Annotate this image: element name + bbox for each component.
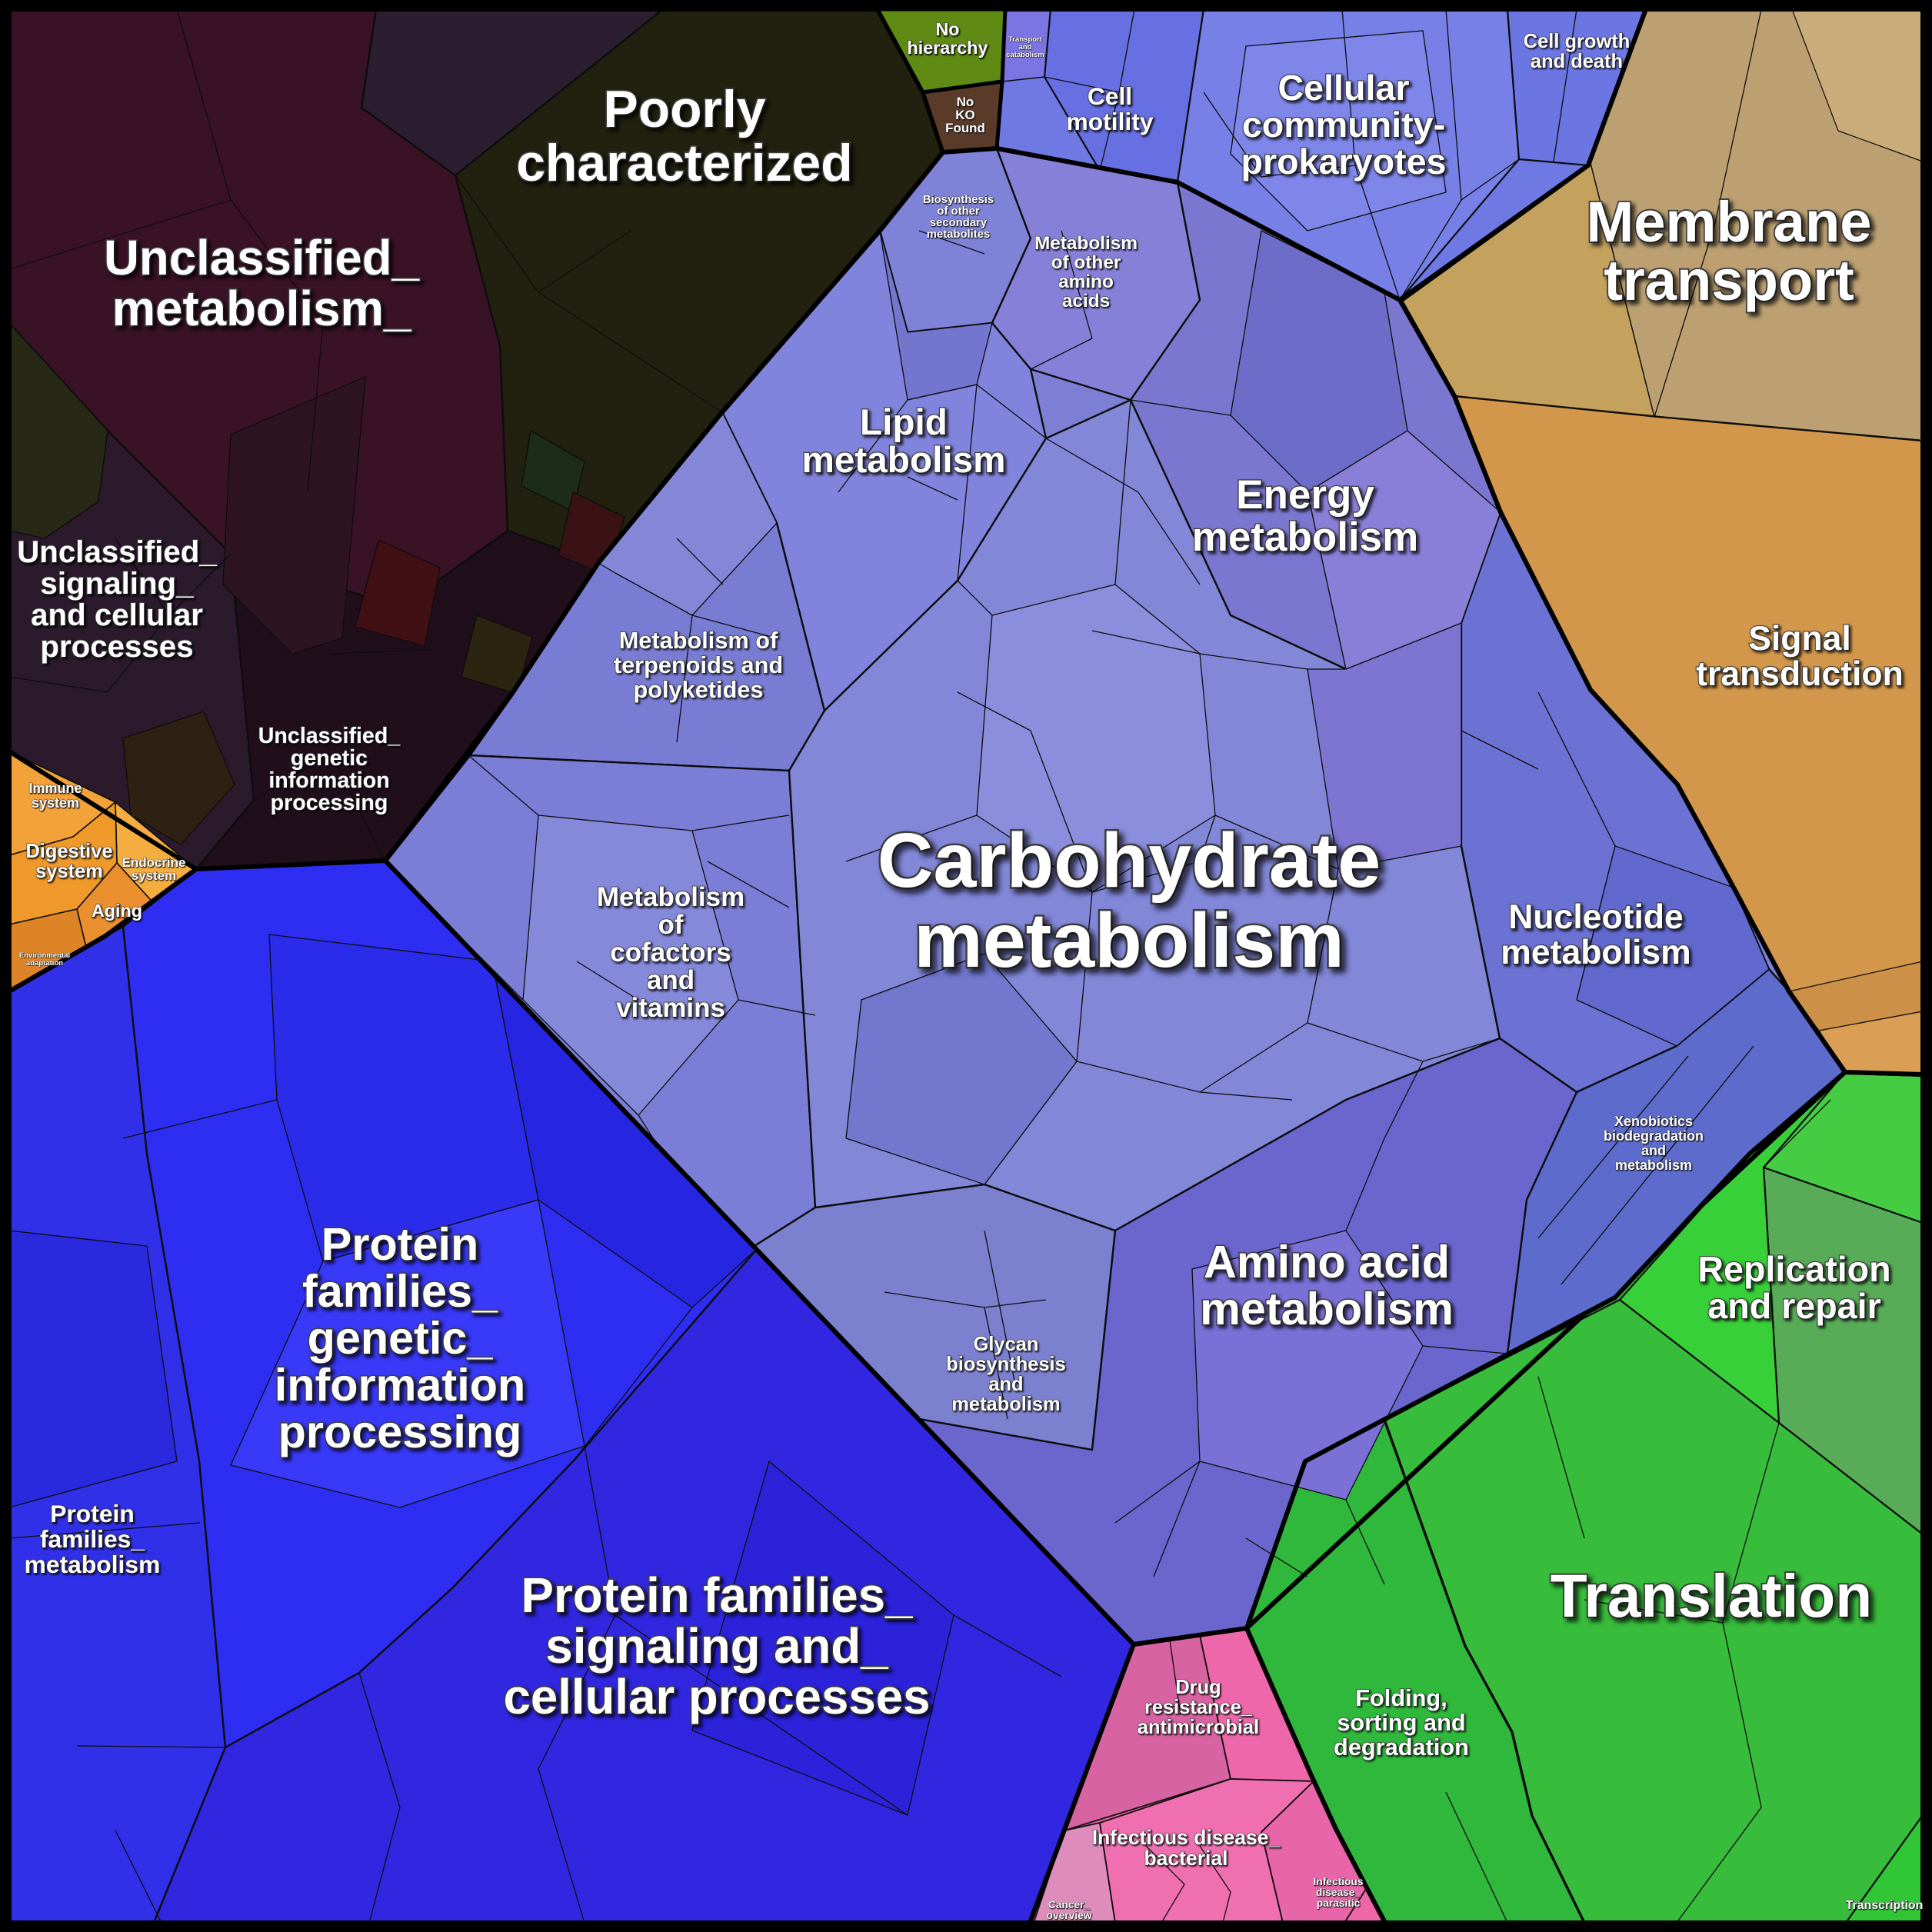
svg-text:Infectious disease_bacterial: Infectious disease_ bacterial [1092,1826,1281,1870]
svg-text:Protein families_signaling and: Protein families_ signaling and_ cellular … [503,1568,930,1724]
svg-text:Aging: Aging [92,901,142,921]
svg-text:Unclassified_signaling_and cel: Unclassified_ signaling_ and cellular proce… [17,535,217,664]
svg-text:Translation: Translation [1551,1562,1872,1630]
svg-text:Transcription: Transcription [1846,1899,1924,1912]
svg-text:Unclassified_metabolism_: Unclassified_ metabolism_ [104,231,420,336]
svg-text:Cancer_overview: Cancer_ overview [1047,1899,1092,1921]
